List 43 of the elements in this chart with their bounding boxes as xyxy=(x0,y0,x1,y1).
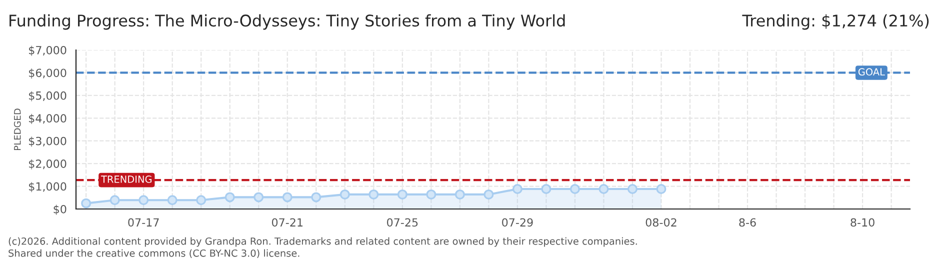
chart-subtitle: Trending: $1,274 (21%) xyxy=(742,14,929,30)
y-tick-label: $4,000 xyxy=(29,114,66,124)
x-tick-label: 8-6 xyxy=(739,218,756,227)
point xyxy=(598,184,609,194)
y-tick-label: $7,000 xyxy=(29,46,66,56)
point xyxy=(196,195,206,206)
point xyxy=(311,192,322,202)
y-tick-label: $3,000 xyxy=(29,136,66,147)
x-tick-label: 08-02 xyxy=(646,218,676,227)
x-tick-label: 8-10 xyxy=(850,218,874,227)
point xyxy=(224,192,235,202)
y-tick-label: $6,000 xyxy=(29,68,66,79)
point xyxy=(484,189,494,200)
ref-line-label: GOAL xyxy=(858,68,885,76)
point xyxy=(570,184,580,194)
ref-line-label: TRENDING xyxy=(100,176,152,183)
point xyxy=(426,189,436,200)
point xyxy=(454,189,465,200)
x-tick-label: 07-21 xyxy=(272,218,302,227)
point xyxy=(368,189,379,200)
x-tick-label: 07-17 xyxy=(128,218,159,227)
point xyxy=(627,184,638,194)
y-tick-label: $5,000 xyxy=(29,91,66,102)
y-tick-label: $2,000 xyxy=(29,159,66,170)
point xyxy=(397,189,408,200)
point xyxy=(541,184,552,194)
point xyxy=(512,184,522,194)
text: (c)2026. Additional content provided by Grandpa Ron. Trademarks and related content are owned by their respective companies. xyxy=(8,237,637,247)
y-tick-label: $0 xyxy=(54,204,66,215)
point xyxy=(282,192,292,202)
point xyxy=(81,198,92,208)
point xyxy=(167,195,178,206)
point xyxy=(656,184,666,194)
point xyxy=(138,195,149,206)
text: Shared under the creative commons (CC BY-NC 3.0) license. xyxy=(8,249,300,258)
y-tick-label: $1,000 xyxy=(29,182,66,192)
y-axis-title: PLEDGED xyxy=(14,108,21,150)
x-tick-label: 07-29 xyxy=(502,218,533,227)
point xyxy=(340,189,350,200)
x-tick-label: 07-25 xyxy=(387,218,418,227)
point xyxy=(254,192,264,202)
point xyxy=(110,195,120,206)
chart-title: Funding Progress: The Micro-Odysseys: Tiny Stories from a Tiny World xyxy=(10,14,565,30)
